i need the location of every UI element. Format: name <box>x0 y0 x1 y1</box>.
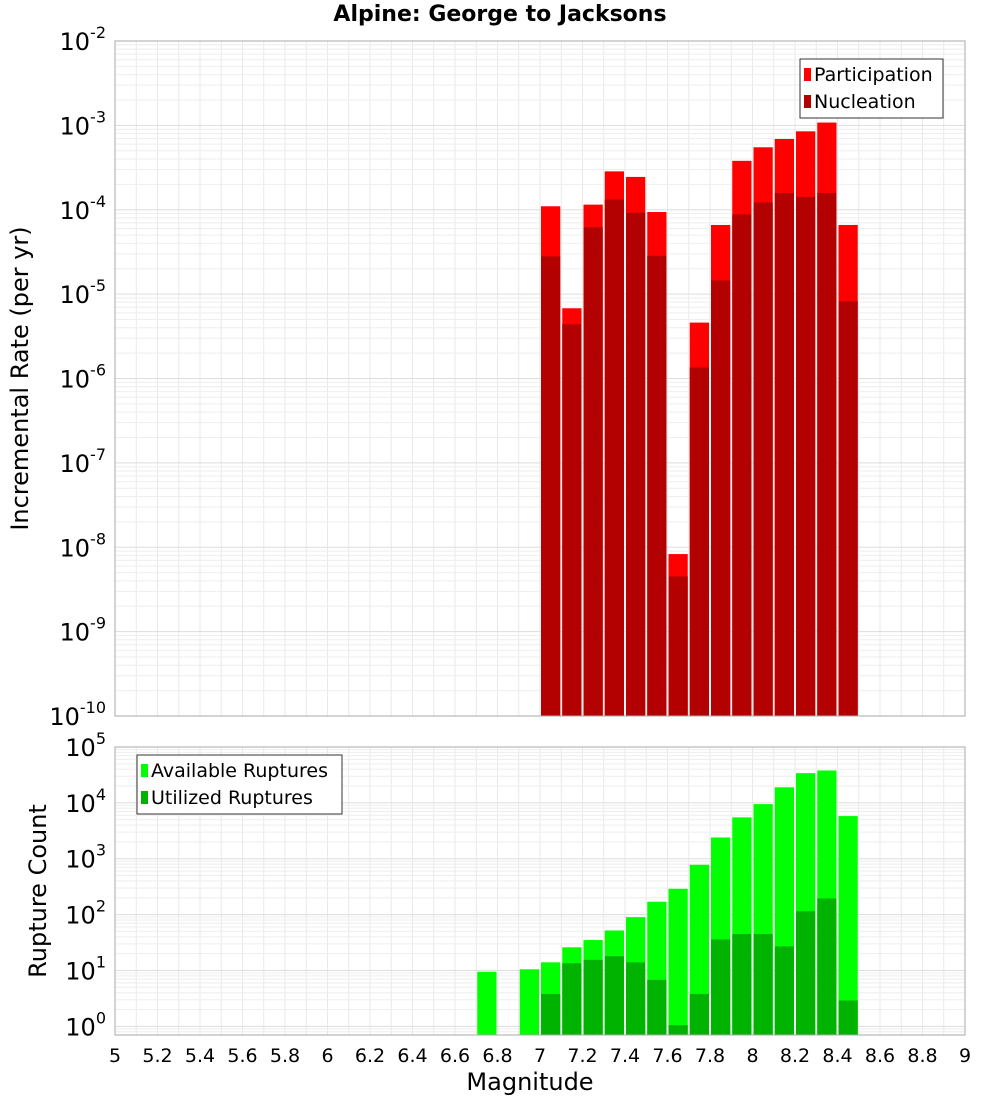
x-tick-label: 6.4 <box>397 1045 427 1067</box>
plot-border <box>114 40 966 717</box>
bar-available-ruptures <box>689 864 709 1035</box>
bar-nucleation <box>753 202 773 717</box>
legend-label: Participation <box>814 64 933 86</box>
y-tick-label: 10-10 <box>49 698 106 731</box>
bar-utilized-ruptures <box>838 1000 858 1035</box>
legend-swatch <box>804 95 811 108</box>
bar-utilized-ruptures <box>583 959 603 1035</box>
legend-box <box>799 58 944 119</box>
x-tick-label: 7.6 <box>652 1045 682 1067</box>
bar-nucleation <box>796 196 816 717</box>
bar-utilized-ruptures <box>689 993 709 1035</box>
legend: Participation Nucleation <box>799 58 944 119</box>
bar-nucleation <box>732 214 752 717</box>
x-tick-label: 8.4 <box>822 1045 852 1067</box>
bar-available-ruptures <box>477 971 497 1035</box>
bar-available-ruptures <box>668 888 688 1035</box>
bar-utilized-ruptures <box>562 963 582 1035</box>
x-axis-label: Magnitude <box>466 1068 593 1096</box>
panel-2: 100 101 102 103 104 105 Rupture Count 5 5.2 5.4 5.… <box>24 729 971 1096</box>
x-tick-label: 5 <box>109 1045 121 1067</box>
legend-label: Available Ruptures <box>151 760 328 782</box>
bar-nucleation <box>817 192 837 717</box>
y-tick-label: 10-2 <box>60 23 107 56</box>
y-tick-label: 10-4 <box>60 192 107 225</box>
bar-utilized-ruptures <box>774 946 794 1035</box>
series-utilized-ruptures <box>541 898 858 1035</box>
x-tick-labels: 5 5.2 5.4 5.6 5.8 6 6.2 6.4 6.6 6.8 7 7.2 7.4 7.6 7.8 8… <box>109 1045 971 1067</box>
bar-nucleation <box>689 367 709 716</box>
bar-utilized-ruptures <box>647 979 667 1035</box>
y-tick-label: 104 <box>65 785 106 818</box>
x-tick-label: 5.8 <box>270 1045 300 1067</box>
bar-utilized-ruptures <box>732 933 752 1035</box>
y-tick-label: 10-8 <box>60 529 107 562</box>
legend-swatch <box>141 764 148 777</box>
legend: Available Ruptures Utilized Ruptures <box>136 754 343 815</box>
bar-utilized-ruptures <box>604 956 624 1035</box>
bar-nucleation <box>668 576 688 716</box>
y-tick-label: 10-5 <box>60 276 107 309</box>
x-tick-label: 7 <box>534 1045 546 1067</box>
bar-available-ruptures <box>838 816 858 1035</box>
y-axis-label: Incremental Rate (per yr) <box>6 226 34 530</box>
bar-nucleation <box>562 324 582 716</box>
legend-label: Utilized Ruptures <box>151 787 313 809</box>
bar-nucleation <box>774 192 794 717</box>
x-tick-label: 7.8 <box>695 1045 725 1067</box>
series-nucleation <box>541 192 858 717</box>
x-tick-label: 5.2 <box>142 1045 172 1067</box>
x-tick-label: 6.8 <box>482 1045 512 1067</box>
bar-nucleation <box>583 227 603 716</box>
y-tick-labels: 10-10 10-9 10-8 10-7 10-6 10-5 10-4 10-3 10-2 <box>49 23 106 731</box>
y-tick-label: 100 <box>65 1008 106 1041</box>
bar-nucleation <box>626 212 646 716</box>
x-tick-label: 8.6 <box>865 1045 895 1067</box>
x-tick-label: 8.8 <box>907 1045 937 1067</box>
bar-utilized-ruptures <box>817 898 837 1035</box>
y-tick-labels: 100 101 102 103 104 105 <box>65 729 106 1041</box>
y-tick-label: 101 <box>65 952 106 985</box>
x-tick-label: 6.6 <box>440 1045 470 1067</box>
bar-nucleation <box>711 280 731 716</box>
plot-border <box>114 746 966 1036</box>
x-tick-label: 9 <box>959 1045 971 1067</box>
grid <box>114 41 966 717</box>
x-tick-label: 7.4 <box>610 1045 640 1067</box>
y-axis-label: Rupture Count <box>24 804 52 978</box>
x-tick-label: 8 <box>746 1045 758 1067</box>
chart-title: Alpine: George to Jacksons <box>333 2 667 27</box>
x-tick-label: 7.2 <box>567 1045 597 1067</box>
bar-utilized-ruptures <box>711 939 731 1035</box>
bar-nucleation <box>647 255 667 716</box>
bar-utilized-ruptures <box>668 1025 688 1035</box>
legend-swatch <box>141 791 148 804</box>
legend-swatch <box>804 68 811 81</box>
x-tick-label: 6.2 <box>355 1045 385 1067</box>
bar-utilized-ruptures <box>541 993 561 1035</box>
x-tick-label: 5.6 <box>227 1045 257 1067</box>
bar-nucleation <box>604 199 624 717</box>
bar-nucleation <box>838 301 858 716</box>
bar-utilized-ruptures <box>796 911 816 1035</box>
legend-label: Nucleation <box>814 91 916 113</box>
y-tick-label: 103 <box>65 841 106 874</box>
x-tick-label: 8.2 <box>780 1045 810 1067</box>
panel-1: 10-10 10-9 10-8 10-7 10-6 10-5 10-4 10-3 10-2 Inc… <box>6 23 966 731</box>
bar-utilized-ruptures <box>753 933 773 1035</box>
y-tick-label: 10-9 <box>60 614 107 647</box>
y-tick-label: 10-7 <box>60 445 107 478</box>
y-tick-label: 105 <box>65 729 106 762</box>
x-tick-label: 6 <box>321 1045 333 1067</box>
bar-available-ruptures <box>519 969 539 1035</box>
y-tick-label: 10-6 <box>60 361 107 394</box>
x-tick-label: 5.4 <box>185 1045 215 1067</box>
y-tick-label: 10-3 <box>60 107 107 140</box>
legend-box <box>136 754 343 815</box>
y-tick-label: 102 <box>65 897 106 930</box>
bar-utilized-ruptures <box>626 962 646 1035</box>
bar-nucleation <box>541 256 561 716</box>
